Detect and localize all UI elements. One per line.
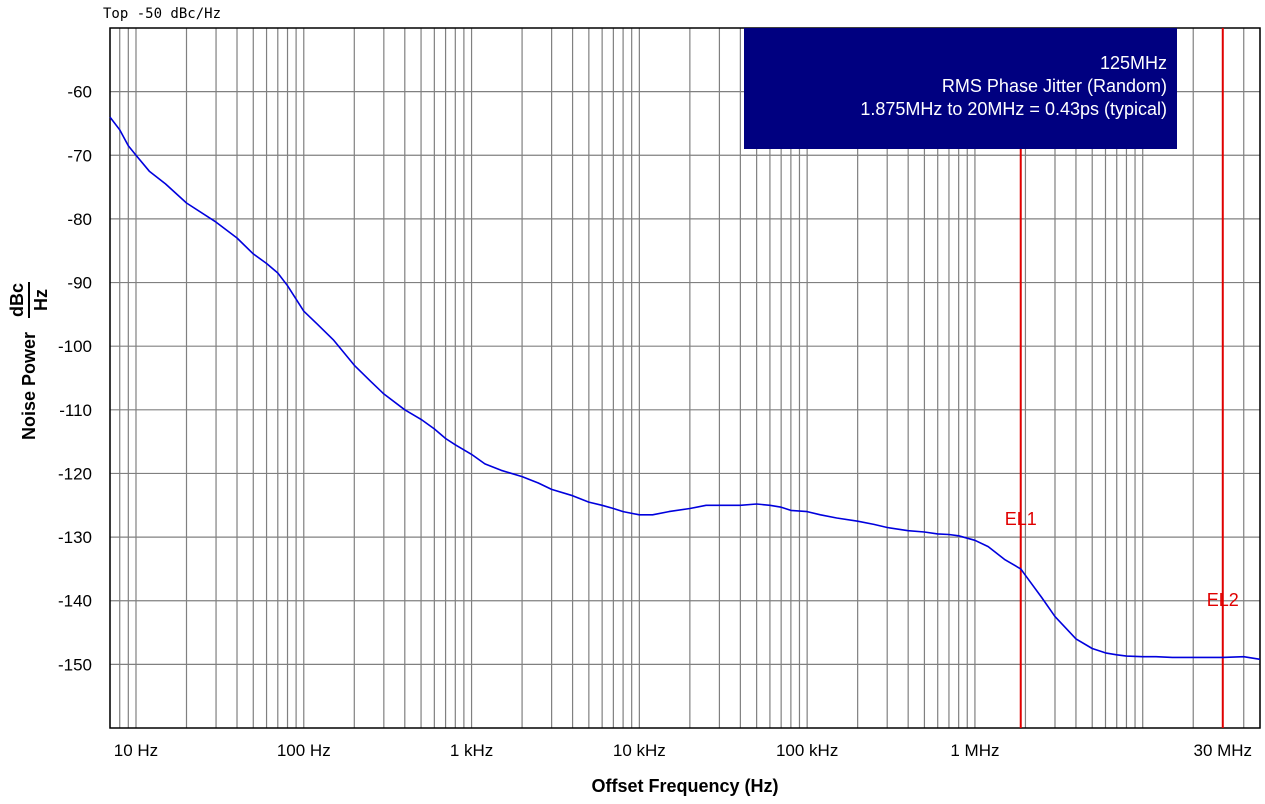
x-tick-label: 10 kHz bbox=[613, 741, 666, 760]
y-axis-unit-numerator: dBc bbox=[7, 281, 30, 318]
y-axis-unit-denominator: Hz bbox=[31, 288, 51, 311]
x-tick-label: 1 MHz bbox=[950, 741, 999, 760]
y-tick-label: -110 bbox=[59, 401, 92, 420]
x-tick-label: 10 Hz bbox=[114, 741, 158, 760]
top-reference-label: Top -50 dBc/Hz bbox=[103, 6, 222, 22]
x-tick-label: 1 kHz bbox=[450, 741, 493, 760]
x-tick-label: 100 kHz bbox=[776, 741, 838, 760]
jitter-annotation-box: 125MHz RMS Phase Jitter (Random) 1.875MH… bbox=[744, 28, 1177, 149]
marker-label-el1: EL1 bbox=[1005, 509, 1037, 529]
y-tick-label: -80 bbox=[67, 210, 92, 229]
y-tick-label: -70 bbox=[67, 146, 92, 165]
y-tick-label: -60 bbox=[67, 83, 92, 102]
y-axis-label: Noise Power bbox=[18, 331, 39, 440]
y-tick-label: -130 bbox=[58, 528, 92, 547]
x-axis-label: Offset Frequency (Hz) bbox=[591, 776, 779, 796]
marker-label-el2: EL2 bbox=[1207, 590, 1239, 610]
x-tick-label: 100 Hz bbox=[277, 741, 331, 760]
annotation-line-result: 1.875MHz to 20MHz = 0.43ps (typical) bbox=[860, 99, 1167, 119]
annotation-line-frequency: 125MHz bbox=[1099, 53, 1167, 73]
y-axis-title: Noise Power dBc Hz bbox=[0, 0, 60, 804]
y-tick-label: -90 bbox=[67, 274, 92, 293]
phase-noise-series-line bbox=[109, 116, 1261, 661]
x-tick-label: 30 MHz bbox=[1193, 741, 1252, 760]
plot-frame bbox=[109, 27, 1261, 729]
y-axis-unit: dBc Hz bbox=[7, 281, 51, 318]
y-tick-label: -100 bbox=[58, 337, 92, 356]
y-tick-label: -120 bbox=[58, 464, 92, 483]
y-tick-label: -150 bbox=[58, 655, 92, 674]
annotation-line-title: RMS Phase Jitter (Random) bbox=[941, 76, 1167, 96]
y-tick-label: -140 bbox=[58, 592, 92, 611]
